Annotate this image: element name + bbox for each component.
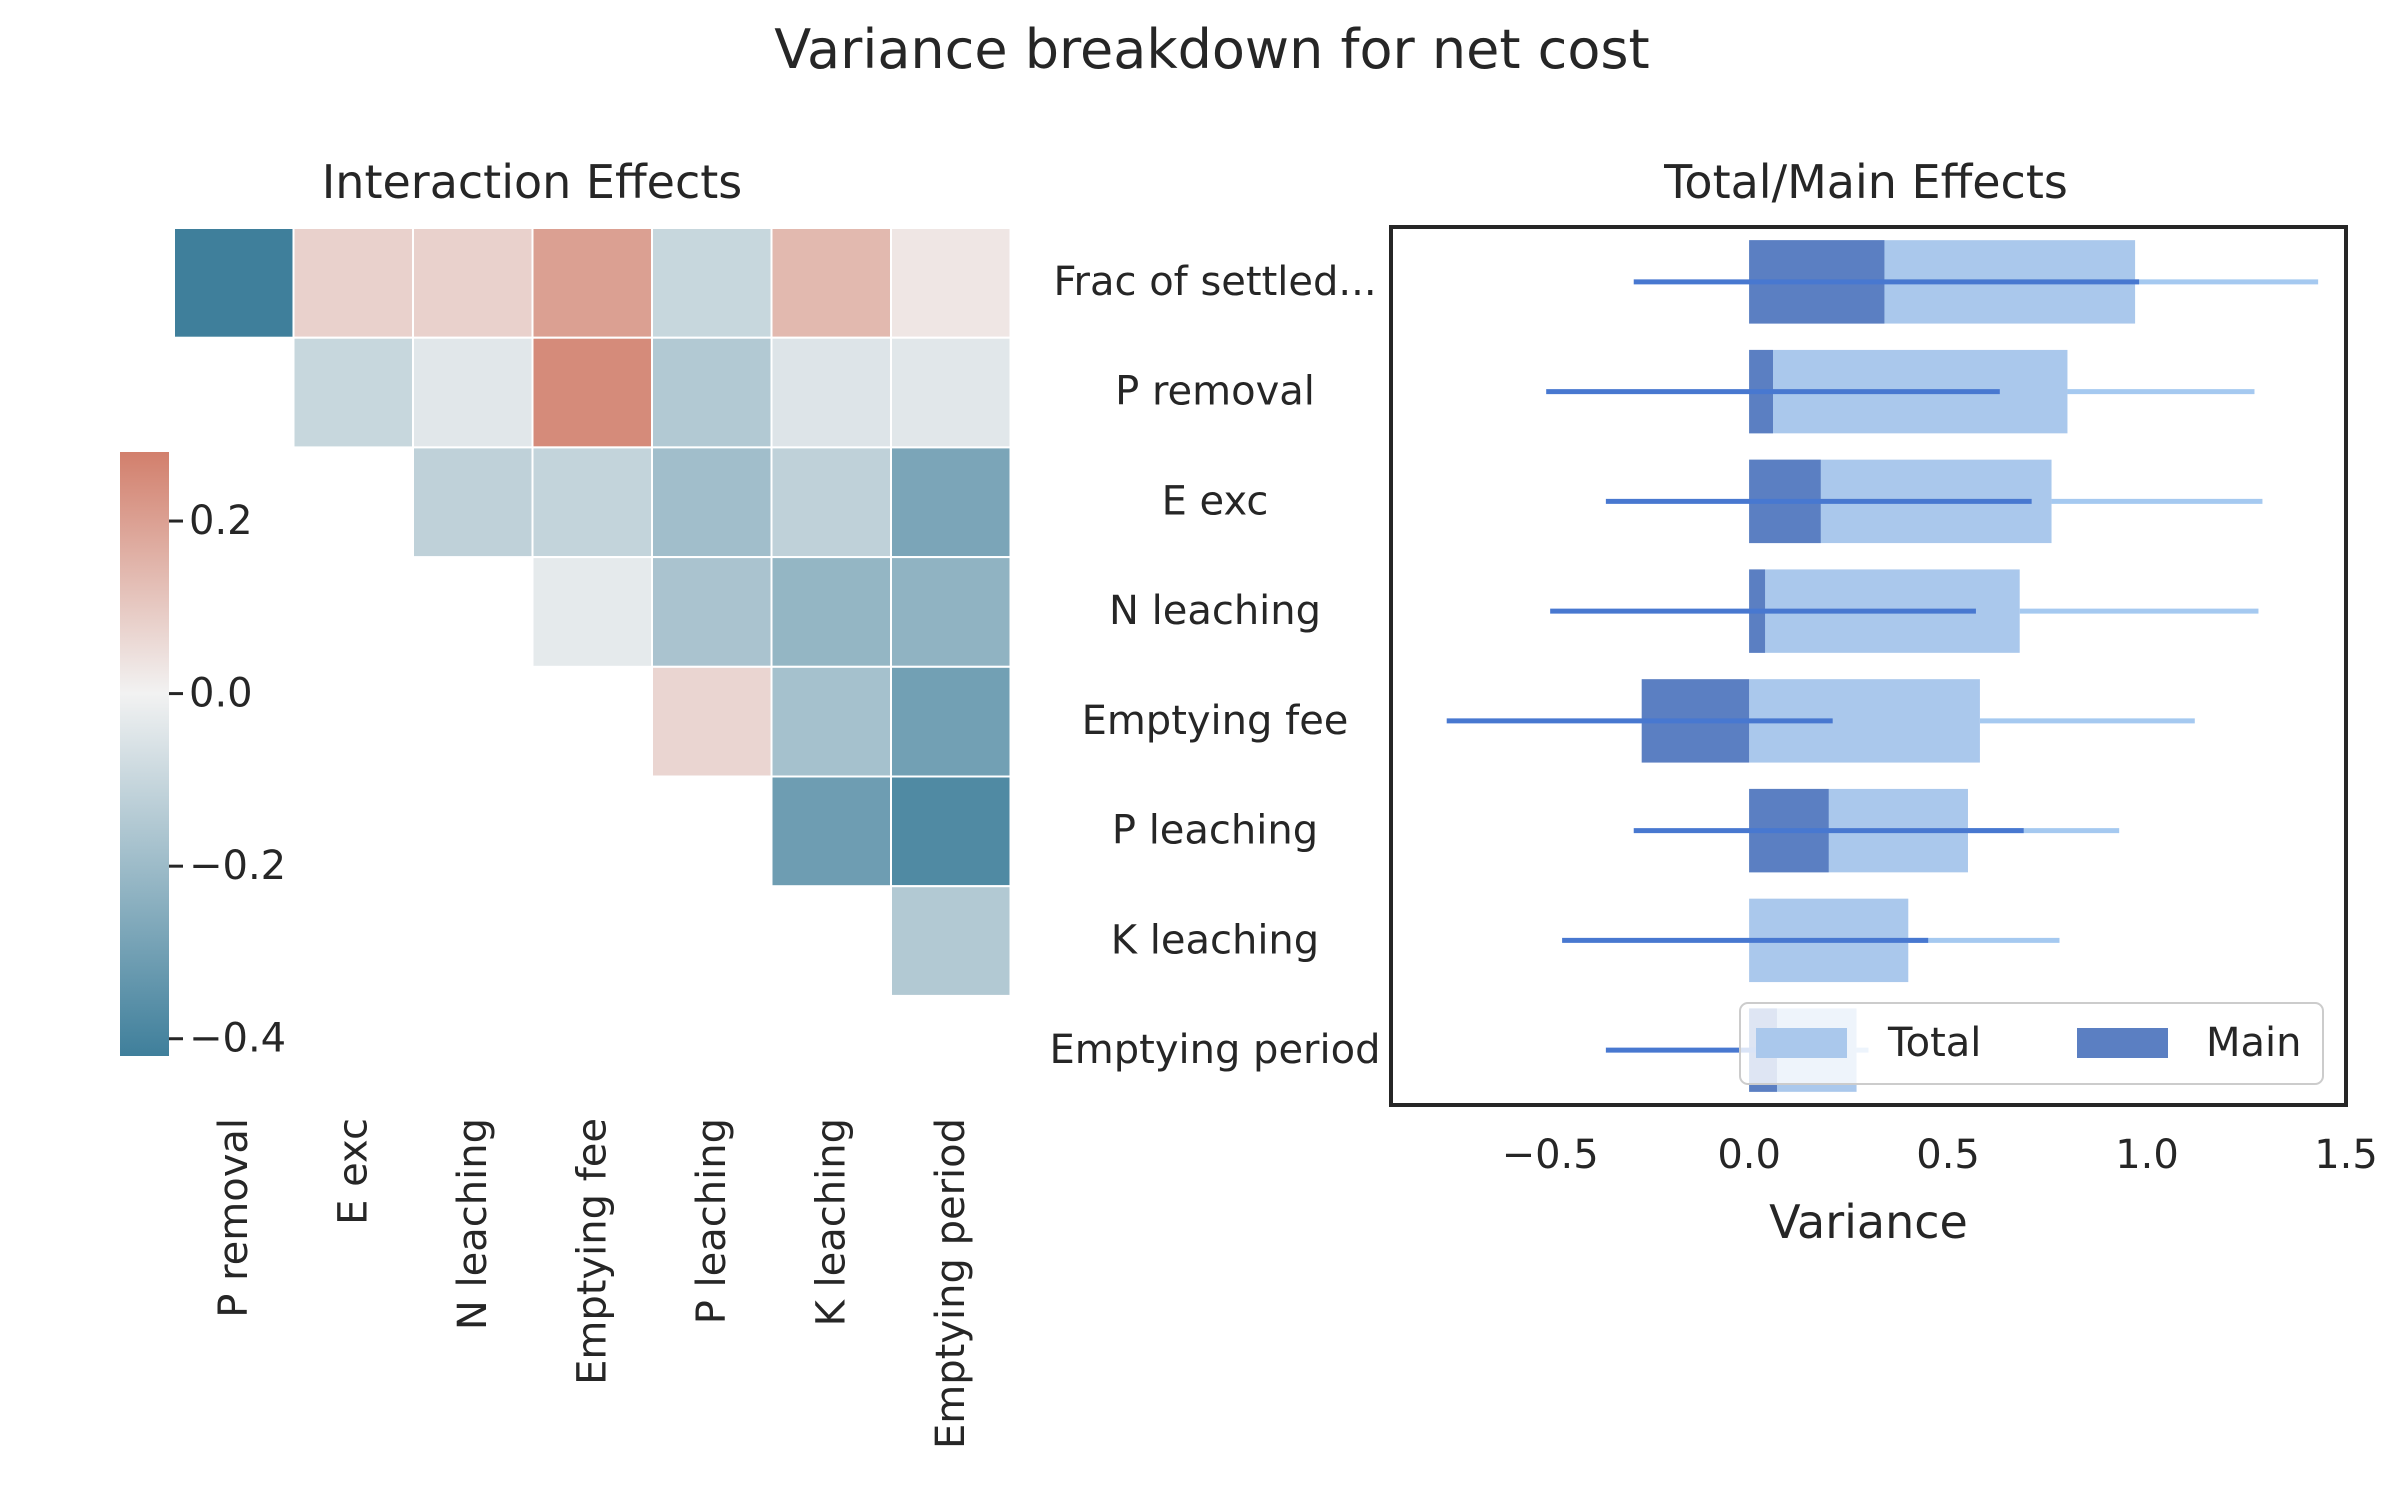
colorbar-tick-label: 0.0 [189, 671, 253, 717]
heatmap-cell [890, 336, 1012, 449]
bar-x-axis-label: Variance [1769, 1195, 1968, 1249]
heatmap-cell [651, 446, 773, 559]
colorbar-tick-label: −0.4 [189, 1016, 286, 1062]
heatmap-cell [651, 336, 773, 449]
bar-x-tick-label: 0.0 [1717, 1132, 1781, 1178]
heatmap-cell [173, 227, 295, 339]
bar-x-tick-label: 1.0 [2115, 1132, 2179, 1178]
bar-axes-frame [1389, 225, 2348, 1107]
heatmap-cell [292, 227, 414, 339]
heatmap-x-tick-label: P leaching [689, 1118, 735, 1324]
heatmap-cell [651, 227, 773, 339]
heatmap: P removal E exc N leaching Emptying fee P le… [173, 227, 1012, 1449]
legend-label-total: Total [1887, 1020, 1981, 1066]
heatmap-x-tick-label: Emptying fee [569, 1118, 615, 1385]
bar-y-tick-label: Emptying period [1050, 1027, 1381, 1073]
bar-chart: Frac of settled... P removal E exc N leachi… [1050, 225, 2378, 1249]
colorbar-tick-label: 0.2 [189, 498, 253, 544]
bar-y-tick-label: K leaching [1111, 917, 1319, 963]
heatmap-x-tick-label: Emptying period [928, 1118, 974, 1449]
heatmap-x-tick-label: E exc [330, 1118, 376, 1225]
heatmap-cell [770, 775, 892, 888]
heatmap-cell [770, 227, 892, 339]
legend-label-main: Main [2206, 1020, 2302, 1066]
bar-y-tick-label: P leaching [1112, 808, 1318, 854]
heatmap-cell [412, 446, 534, 559]
heatmap-cell [770, 336, 892, 449]
heatmap-cell [292, 336, 414, 449]
heatmap-x-tick-label: N leaching [450, 1118, 496, 1330]
bar-y-tick-label: Frac of settled... [1053, 259, 1376, 305]
figure-title: Variance breakdown for net cost [774, 18, 1649, 81]
heatmap-x-tick-label: P removal [211, 1118, 257, 1318]
heatmap-cell [890, 446, 1012, 559]
heatmap-cell [531, 227, 653, 339]
bar-y-tick-label: E exc [1162, 478, 1269, 524]
heatmap-cell [770, 446, 892, 559]
heatmap-cell [531, 446, 653, 559]
heatmap-cell [770, 556, 892, 668]
heatmap-cell [890, 775, 1012, 888]
bar-x-tick-label: 1.5 [2314, 1132, 2378, 1178]
heatmap-cell [412, 227, 534, 339]
colorbar-gradient [120, 452, 169, 1056]
heatmap-cell [412, 336, 534, 449]
bar-y-tick-label: P removal [1115, 369, 1315, 415]
colorbar-tick-label: −0.2 [189, 843, 286, 889]
heatmap-cell [890, 885, 1012, 997]
bar-y-tick-label: Emptying fee [1082, 698, 1349, 744]
colorbar: 0.2 0.0 −0.2 −0.4 [120, 452, 286, 1062]
heatmap-cell [770, 665, 892, 778]
legend-swatch-main [2077, 1028, 2168, 1058]
heatmap-title: Interaction Effects [322, 155, 743, 209]
bar-chart-title: Total/Main Effects [1663, 155, 2068, 209]
heatmap-cell [651, 556, 773, 668]
legend: Total Main [1739, 1002, 2324, 1085]
heatmap-cell [890, 665, 1012, 778]
heatmap-cell [651, 665, 773, 778]
bar-y-tick-label: N leaching [1109, 588, 1321, 634]
heatmap-cell [531, 556, 653, 668]
heatmap-x-tick-label: K leaching [808, 1118, 854, 1326]
bar-x-tick-label: 0.5 [1916, 1132, 1980, 1178]
legend-box [1739, 1002, 2324, 1085]
heatmap-cell [890, 556, 1012, 668]
heatmap-cell [890, 227, 1012, 339]
bar-x-tick-label: −0.5 [1502, 1132, 1599, 1178]
heatmap-cell [531, 336, 653, 449]
legend-swatch-total [1756, 1028, 1847, 1058]
